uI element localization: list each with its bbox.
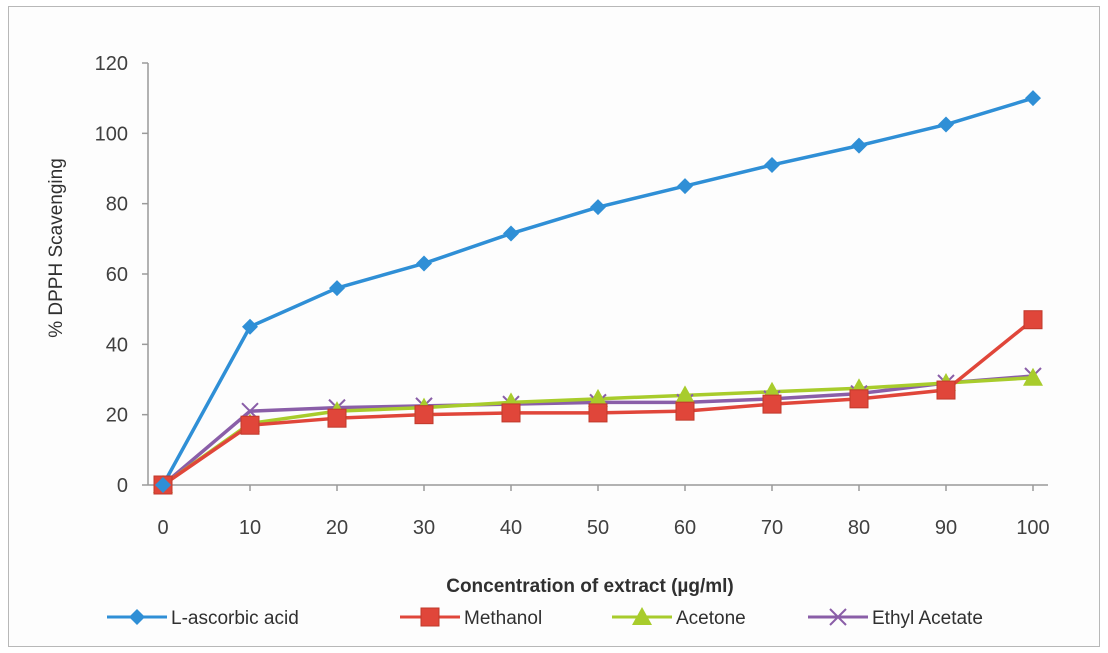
y-tick-label: 0: [117, 475, 128, 497]
data-point-l-ascorbic-acid: [764, 156, 780, 173]
data-point-methanol: [240, 415, 260, 435]
data-point-acetone: [588, 388, 608, 407]
data-point-l-ascorbic-acid: [938, 116, 954, 133]
legend-swatch-marker: [632, 607, 652, 625]
legend-item-l-ascorbic-acid: L-ascorbic acid: [107, 608, 299, 629]
data-point-acetone: [1023, 367, 1043, 386]
x-tick-label: 10: [239, 517, 261, 539]
x-tick-label: 0: [157, 517, 168, 539]
y-tick-label: 40: [106, 334, 128, 356]
legend-swatch-marker: [829, 608, 847, 626]
series-line-l-ascorbic-acid: [161, 96, 1034, 486]
x-tick-labels: 0 10 20 30 40 50 60 70 80 90 100: [157, 517, 1049, 539]
y-tick-labels: 0 20 40 60 80 100 120: [95, 53, 128, 497]
x-tick-label: 100: [1016, 517, 1049, 539]
x-tick-label: 70: [761, 517, 783, 539]
x-tick-label: 90: [935, 517, 957, 539]
series-markers: [153, 90, 1043, 495]
data-point-l-ascorbic-acid: [851, 137, 867, 154]
data-point-l-ascorbic-acid: [242, 318, 258, 335]
data-point-methanol: [588, 403, 608, 423]
data-point-l-ascorbic-acid: [503, 225, 519, 242]
legend-swatch-marker: [420, 607, 440, 627]
y-axis-title: % DPPH Scavenging: [46, 158, 67, 338]
legend: L-ascorbic acid Methanol Acetone Ethyl Acet…: [107, 607, 983, 629]
axes: [142, 62, 1048, 491]
legend-label: L-ascorbic acid: [171, 608, 299, 629]
data-point-l-ascorbic-acid: [416, 255, 432, 272]
legend-label: Ethyl Acetate: [872, 608, 983, 629]
data-point-l-ascorbic-acid: [590, 199, 606, 216]
y-tick-label: 60: [106, 264, 128, 286]
data-point-methanol: [762, 394, 782, 414]
x-tick-label: 60: [674, 517, 696, 539]
data-point-methanol: [1023, 310, 1043, 330]
x-axis-title: Concentration of extract (µg/ml): [446, 576, 734, 597]
y-tick-label: 120: [95, 53, 128, 75]
data-point-l-ascorbic-acid: [329, 280, 345, 297]
y-tick-label: 80: [106, 194, 128, 216]
y-tick-label: 20: [106, 405, 128, 427]
x-tick-label: 80: [848, 517, 870, 539]
data-point-methanol: [501, 403, 521, 423]
data-point-methanol: [327, 408, 347, 428]
data-point-methanol: [849, 389, 869, 409]
data-point-acetone: [675, 385, 695, 404]
legend-item-ethyl-acetate: Ethyl Acetate: [808, 608, 983, 629]
data-point-l-ascorbic-acid: [155, 477, 171, 493]
data-point-l-ascorbic-acid: [1025, 90, 1041, 107]
x-tick-label: 30: [413, 517, 435, 539]
legend-swatch-marker: [129, 609, 145, 625]
data-point-methanol: [414, 405, 434, 425]
data-point-methanol: [675, 401, 695, 421]
data-point-methanol: [936, 380, 956, 400]
x-tick-label: 20: [326, 517, 348, 539]
chart-frame: [8, 6, 1100, 647]
legend-label: Methanol: [464, 608, 542, 629]
data-point-l-ascorbic-acid: [677, 178, 693, 195]
legend-item-methanol: Methanol: [400, 607, 542, 629]
x-tick-label: 50: [587, 517, 609, 539]
x-tick-label: 40: [500, 517, 522, 539]
legend-label: Acetone: [676, 608, 746, 629]
y-tick-label: 100: [95, 123, 128, 145]
legend-item-acetone: Acetone: [612, 607, 746, 629]
series-lines: [161, 96, 1035, 487]
